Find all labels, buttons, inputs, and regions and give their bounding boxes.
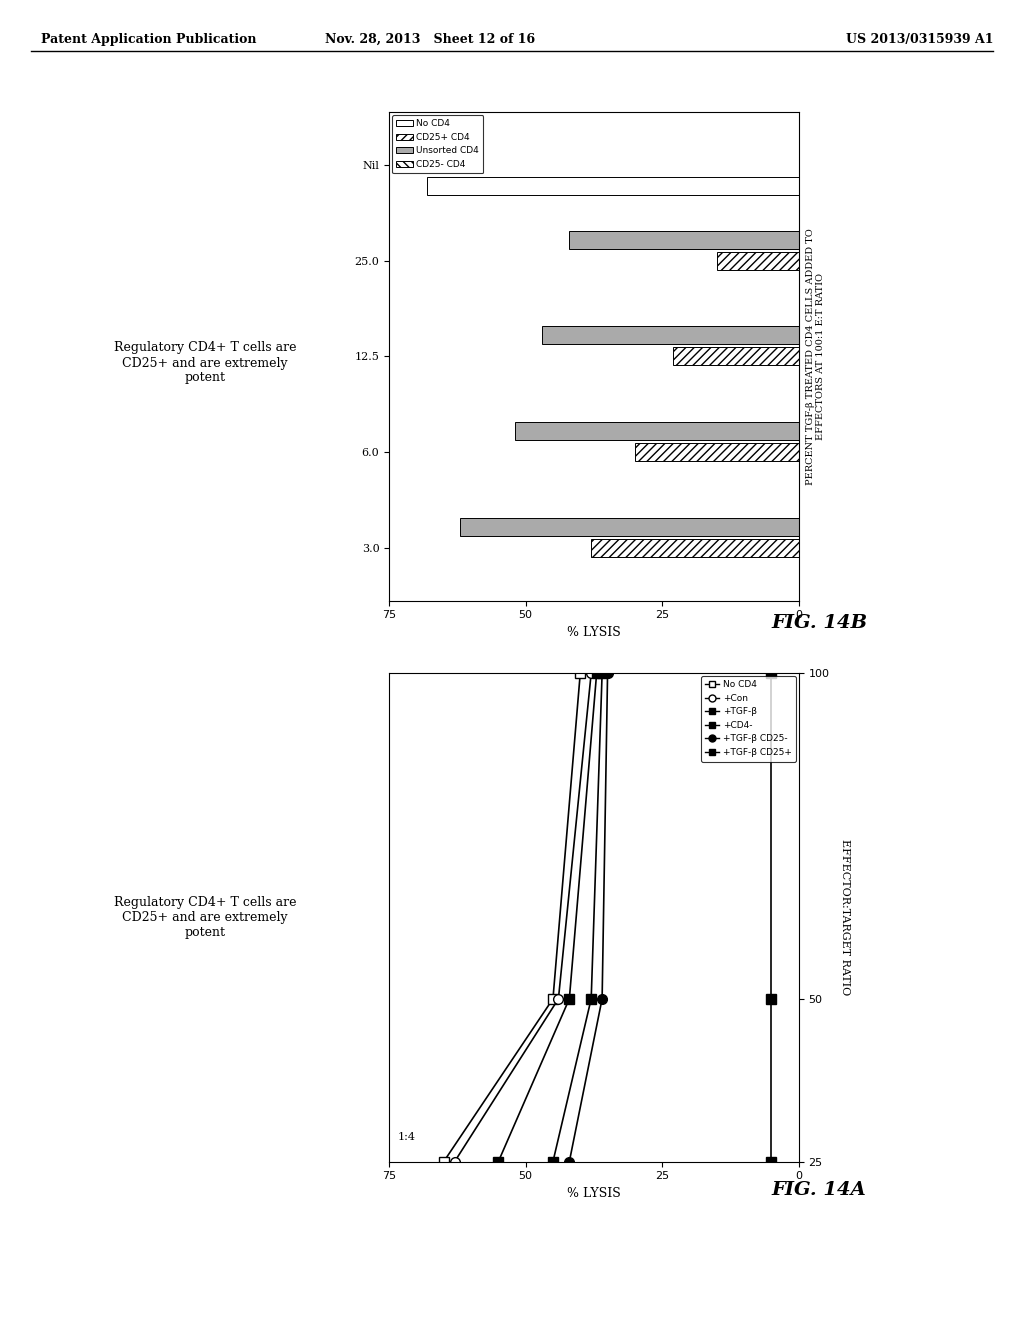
Line: +TGF-β CD25-: +TGF-β CD25-: [564, 668, 612, 1167]
Line: +Con: +Con: [450, 668, 596, 1167]
Bar: [515, 422, 799, 440]
Line: +CD4-: +CD4-: [548, 668, 607, 1167]
+TGF-β: [591, 665, 603, 681]
Text: Regulatory CD4+ T cells are
CD25+ and are extremely
potent: Regulatory CD4+ T cells are CD25+ and ar…: [114, 896, 296, 939]
Bar: [542, 326, 799, 345]
Text: Regulatory CD4+ T cells are
CD25+ and are extremely
potent: Regulatory CD4+ T cells are CD25+ and ar…: [114, 342, 296, 384]
+TGF-β CD25+: [765, 1154, 777, 1170]
+CD4-: [585, 991, 597, 1007]
Legend: No CD4, +Con, +TGF-β, +CD4-, +TGF-β CD25-, +TGF-β CD25+: No CD4, +Con, +TGF-β, +CD4-, +TGF-β CD25…: [701, 676, 796, 762]
Text: Nov. 28, 2013   Sheet 12 of 16: Nov. 28, 2013 Sheet 12 of 16: [325, 33, 536, 46]
+TGF-β CD25+: [765, 665, 777, 681]
Y-axis label: EFFECTOR:TARGET RATIO: EFFECTOR:TARGET RATIO: [841, 840, 850, 995]
+CD4-: [547, 1154, 559, 1170]
Bar: [569, 231, 799, 248]
No CD4: [574, 665, 587, 681]
No CD4: [547, 991, 559, 1007]
+Con: [552, 991, 564, 1007]
X-axis label: % LYSIS: % LYSIS: [567, 1187, 621, 1200]
Bar: [427, 177, 799, 195]
Line: +TGF-β CD25+: +TGF-β CD25+: [767, 668, 776, 1167]
Bar: [717, 252, 799, 269]
Y-axis label: PERCENT TGF-β TREATED CD4 CELLS ADDED TO
EFFECTORS AT 100:1 E:T RATIO: PERCENT TGF-β TREATED CD4 CELLS ADDED TO…: [806, 228, 825, 484]
Bar: [673, 347, 799, 366]
Text: FIG. 14B: FIG. 14B: [771, 614, 867, 632]
X-axis label: % LYSIS: % LYSIS: [567, 626, 621, 639]
Bar: [591, 539, 799, 557]
+TGF-β: [493, 1154, 505, 1170]
+TGF-β CD25-: [596, 991, 608, 1007]
Text: US 2013/0315939 A1: US 2013/0315939 A1: [846, 33, 993, 46]
Text: Patent Application Publication: Patent Application Publication: [41, 33, 256, 46]
Text: FIG. 14A: FIG. 14A: [772, 1181, 866, 1200]
+TGF-β: [563, 991, 575, 1007]
Line: +TGF-β: +TGF-β: [494, 668, 601, 1167]
+CD4-: [596, 665, 608, 681]
+Con: [449, 1154, 461, 1170]
+TGF-β CD25-: [563, 1154, 575, 1170]
Line: No CD4: No CD4: [439, 668, 585, 1167]
+Con: [585, 665, 597, 681]
+TGF-β CD25+: [765, 991, 777, 1007]
Legend: No CD4, CD25+ CD4, Unsorted CD4, CD25- CD4: No CD4, CD25+ CD4, Unsorted CD4, CD25- C…: [392, 115, 483, 173]
No CD4: [437, 1154, 450, 1170]
Bar: [635, 444, 799, 461]
Bar: [460, 517, 799, 536]
+TGF-β CD25-: [601, 665, 613, 681]
Text: 1:4: 1:4: [397, 1133, 416, 1142]
